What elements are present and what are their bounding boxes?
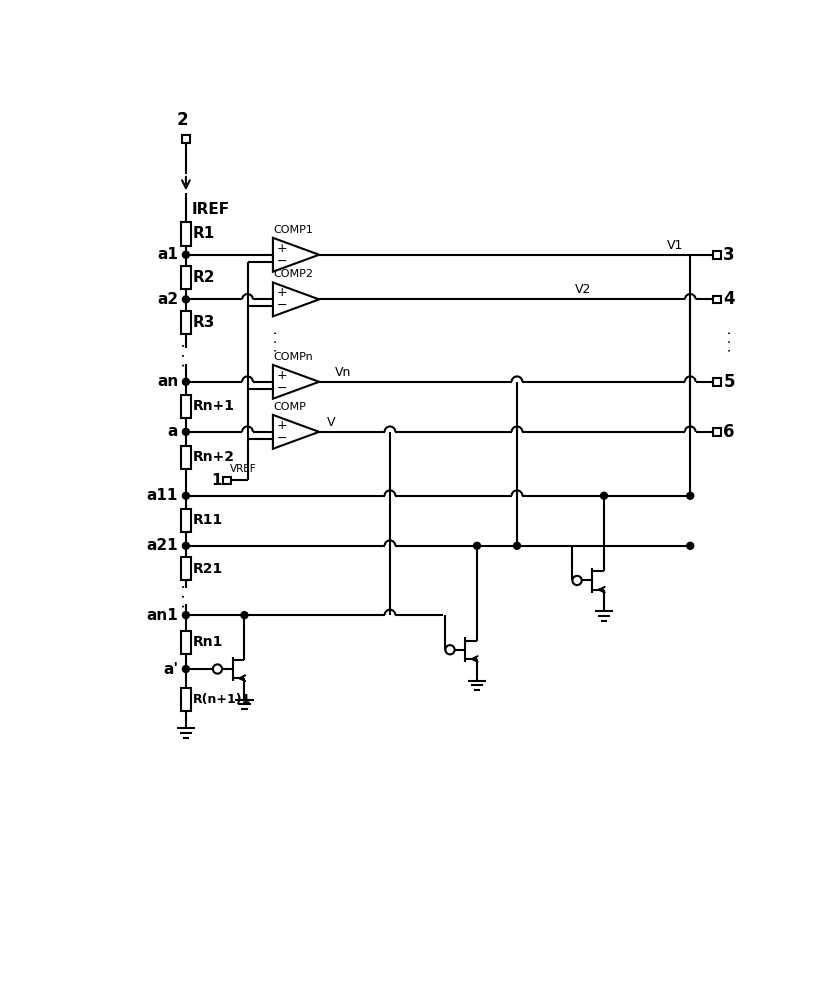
Bar — [714, 296, 721, 303]
Circle shape — [474, 542, 480, 549]
Text: V1: V1 — [667, 239, 684, 252]
Text: 1: 1 — [211, 473, 222, 488]
Text: an1: an1 — [147, 608, 178, 623]
Circle shape — [182, 428, 190, 435]
Text: V2: V2 — [575, 283, 591, 296]
Bar — [180, 311, 191, 334]
Text: R21: R21 — [193, 562, 223, 576]
Text: · · ·: · · · — [179, 343, 194, 367]
Text: Rn1: Rn1 — [193, 635, 223, 649]
Text: Rn+1: Rn+1 — [193, 399, 235, 413]
Bar — [180, 222, 191, 246]
Text: −: − — [277, 432, 288, 445]
Bar — [180, 395, 191, 418]
Text: IREF: IREF — [191, 202, 229, 217]
Circle shape — [182, 612, 190, 619]
Bar — [222, 477, 231, 484]
Text: +: + — [277, 419, 288, 432]
Bar — [180, 631, 191, 654]
Text: −: − — [277, 255, 288, 268]
Text: Vn: Vn — [335, 366, 351, 379]
Text: VREF: VREF — [230, 464, 256, 474]
Text: a': a' — [163, 662, 178, 677]
Text: R3: R3 — [193, 315, 215, 330]
Text: R1: R1 — [193, 226, 215, 241]
Text: a1: a1 — [157, 247, 178, 262]
Text: an: an — [157, 374, 178, 389]
Text: +: + — [277, 286, 288, 299]
Text: a11: a11 — [147, 488, 178, 503]
Circle shape — [182, 378, 190, 385]
Bar — [182, 135, 190, 143]
Text: 2: 2 — [177, 111, 189, 129]
Circle shape — [182, 492, 190, 499]
Text: COMP1: COMP1 — [274, 225, 314, 235]
Circle shape — [182, 296, 190, 303]
Circle shape — [241, 612, 248, 619]
Text: Rn+2: Rn+2 — [193, 450, 235, 464]
Bar — [714, 378, 721, 386]
Circle shape — [686, 492, 694, 499]
Bar — [180, 509, 191, 532]
Text: · · ·: · · · — [724, 330, 738, 352]
Circle shape — [686, 542, 694, 549]
Text: 5: 5 — [723, 373, 735, 391]
Text: 6: 6 — [723, 423, 735, 441]
Text: · · ·: · · · — [269, 330, 283, 352]
Bar — [180, 688, 191, 711]
Text: R11: R11 — [193, 513, 223, 527]
Text: COMPn: COMPn — [274, 352, 313, 362]
Text: +: + — [277, 369, 288, 382]
Text: a21: a21 — [147, 538, 178, 553]
Text: 4: 4 — [723, 290, 735, 308]
Bar — [180, 446, 191, 469]
Text: a: a — [168, 424, 178, 439]
Text: +: + — [277, 242, 288, 255]
Text: a2: a2 — [157, 292, 178, 307]
Bar — [714, 428, 721, 436]
Text: 3: 3 — [723, 246, 735, 264]
Text: R2: R2 — [193, 270, 215, 285]
Circle shape — [182, 251, 190, 258]
Bar — [714, 251, 721, 259]
Text: −: − — [277, 382, 288, 395]
Circle shape — [601, 492, 607, 499]
Text: COMP: COMP — [274, 402, 307, 412]
Circle shape — [513, 542, 521, 549]
Bar — [180, 266, 191, 289]
Text: · · ·: · · · — [179, 584, 194, 608]
Text: V: V — [327, 416, 335, 429]
Text: −: − — [277, 299, 288, 312]
Circle shape — [182, 542, 190, 549]
Text: COMP2: COMP2 — [274, 269, 314, 279]
Circle shape — [182, 666, 190, 672]
Bar — [180, 557, 191, 580]
Text: R(n+1)1: R(n+1)1 — [193, 693, 251, 706]
